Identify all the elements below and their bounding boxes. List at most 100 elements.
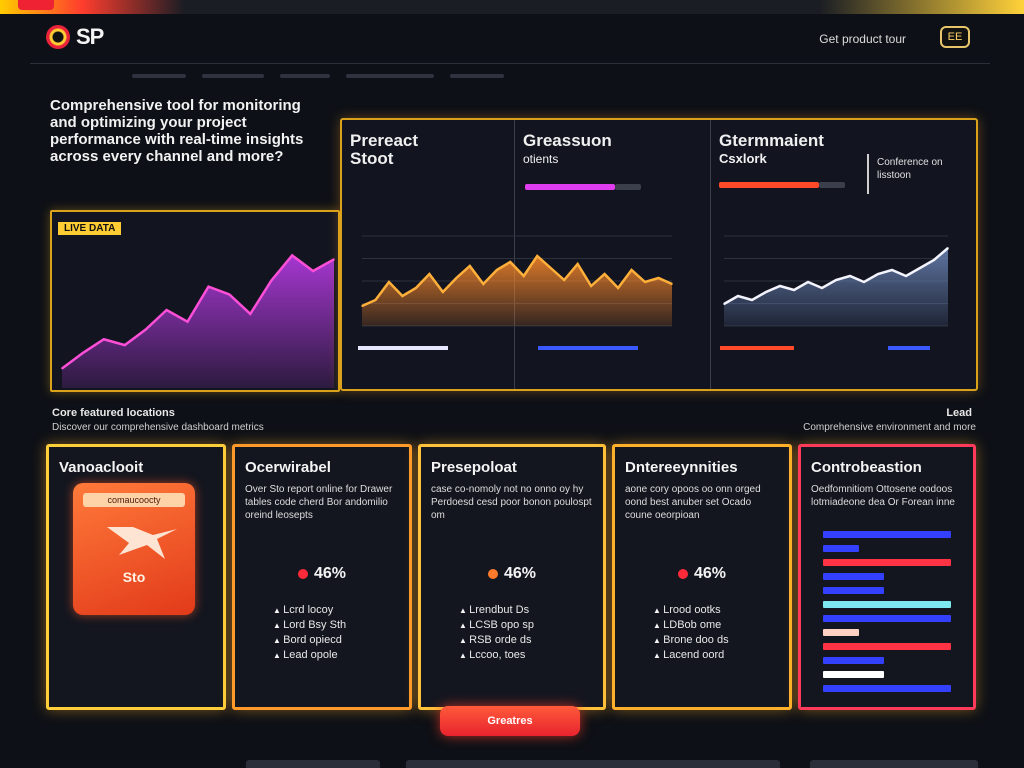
section-sub-right: Comprehensive environment and more — [803, 422, 976, 433]
bar-4 — [823, 573, 885, 580]
card-title: Dntereeynnities — [625, 459, 738, 476]
panel-note: Conference on lisstoon — [877, 157, 943, 181]
progress-indicator — [525, 184, 615, 190]
data-point — [603, 273, 606, 275]
data-point — [165, 309, 168, 311]
area-fill — [62, 255, 334, 388]
footer-tab[interactable] — [406, 760, 780, 768]
logo[interactable]: SP — [46, 24, 104, 50]
intro-text: Comprehensive tool for monitoring and op… — [50, 97, 304, 165]
data-point — [249, 313, 252, 315]
data-point — [61, 367, 63, 370]
footer-tab[interactable] — [810, 760, 978, 768]
list-item: Bord opiecd — [273, 633, 346, 648]
card-stat: 46% — [421, 565, 603, 583]
data-point — [374, 299, 377, 301]
card-description: aone cory opoos oo onn orged oond best a… — [625, 484, 761, 521]
data-point — [737, 295, 739, 297]
subnav-item[interactable] — [280, 74, 330, 78]
data-point — [103, 338, 105, 341]
card-dntereeynnities[interactable]: Dntereeynnities aone cory opoos oo onn o… — [612, 444, 792, 710]
range-indicator — [538, 346, 638, 350]
data-point — [144, 328, 147, 331]
right-growth-chart — [720, 235, 949, 350]
series-line — [61, 253, 335, 370]
list-item: Lcrd locoy — [273, 603, 346, 618]
list-item: Lord Bsy Sth — [273, 618, 346, 633]
progress-track — [819, 182, 845, 188]
sub-navigation — [132, 74, 504, 78]
subnav-item[interactable] — [202, 74, 264, 78]
bar-1 — [823, 531, 951, 538]
bar-10 — [823, 657, 885, 664]
card-ocerwirabel[interactable]: Ocerwirabel Over Sto report online for D… — [232, 444, 412, 710]
card-list: Lrendbut Ds LCSB opo sp RSB orde ds Lcco… — [459, 603, 534, 663]
data-point — [779, 285, 781, 287]
data-point — [671, 283, 673, 285]
data-point — [933, 259, 935, 261]
card-controbeastion[interactable]: Controbeastion Oedfomnitiom Ottosene ood… — [798, 444, 976, 710]
panel-subtitle-line: otients — [523, 152, 559, 166]
data-point — [522, 275, 525, 277]
card-vanoaclooit[interactable]: Vanoaclooit comaucoocty Sto — [46, 444, 226, 710]
cta-button[interactable]: Greatres — [440, 706, 580, 736]
data-point — [919, 267, 921, 269]
data-point — [509, 261, 512, 263]
data-point — [495, 269, 498, 271]
top-header: SP Get product tour EE — [30, 18, 990, 64]
app-tile[interactable]: comaucoocty Sto — [73, 483, 195, 615]
series-line — [361, 254, 673, 308]
analytics-panel-group: Prereact Stoot Greassuon otients Gtermma… — [340, 118, 978, 391]
product-tour-link[interactable]: Get product tour — [819, 32, 906, 46]
data-point — [644, 281, 646, 283]
footer-tab[interactable] — [246, 760, 380, 768]
list-item: LDBob ome — [653, 618, 729, 633]
data-point — [751, 299, 753, 301]
card-stat: 46% — [615, 565, 789, 583]
data-point — [863, 281, 865, 283]
panel-title: Greassuon otients — [523, 132, 612, 168]
bar-3 — [823, 559, 951, 566]
data-point — [186, 320, 189, 323]
subnav-item[interactable] — [346, 74, 434, 78]
list-item: Lacend oord — [653, 648, 729, 663]
data-point — [388, 281, 390, 283]
left-trend-svg — [61, 253, 335, 388]
data-point — [228, 293, 231, 296]
tile-label: comaucoocty — [83, 493, 185, 507]
data-point — [807, 281, 809, 283]
list-item: LCSB opo sp — [459, 618, 534, 633]
subnav-item[interactable] — [132, 74, 186, 78]
data-point — [563, 279, 565, 281]
bar-7 — [823, 615, 951, 622]
data-point — [765, 291, 767, 293]
logo-text: SP — [76, 24, 104, 49]
stat-value: 46% — [313, 565, 347, 582]
panel-title-line: Greassuon — [523, 131, 612, 150]
list-item: Lrendbut Ds — [459, 603, 534, 618]
section-label-right: Lead — [946, 407, 972, 419]
area-fill — [724, 248, 948, 326]
data-point — [576, 263, 579, 265]
card-description: case co-nomoly not no onno oy hy Perdoes… — [431, 484, 592, 521]
data-point — [469, 265, 471, 267]
card-stat: 46% — [235, 565, 409, 583]
stat-value: 46% — [503, 565, 537, 582]
data-point — [905, 275, 907, 277]
panel-greassuon: Greassuon otients — [514, 120, 708, 389]
subnav-item[interactable] — [450, 74, 504, 78]
card-presepoloat[interactable]: Presepoloat case co-nomoly not no onno o… — [418, 444, 606, 710]
tile-mark: Sto — [122, 569, 146, 585]
data-point — [877, 273, 879, 275]
list-item: Brone doo ds — [653, 633, 728, 648]
data-point — [442, 291, 444, 293]
header-menu-button[interactable]: EE — [940, 26, 970, 48]
bar-8 — [823, 629, 859, 636]
data-point — [333, 258, 335, 261]
panel-subtitle-line: Stoot — [350, 149, 394, 168]
data-point — [82, 352, 84, 354]
bar-6 — [823, 601, 951, 608]
panel-gtermmaient: Gtermmaient Csxlork Conference on lissto… — [710, 120, 976, 389]
card-list: Lcrd locoy Lord Bsy Sth Bord opiecd Lead… — [273, 603, 346, 663]
data-point — [428, 273, 431, 275]
